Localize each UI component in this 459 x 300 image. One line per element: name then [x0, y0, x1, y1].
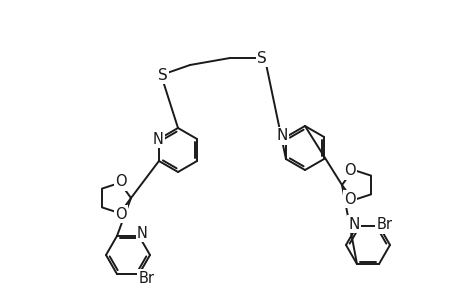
- Text: N: N: [276, 128, 287, 143]
- Text: O: O: [115, 174, 127, 189]
- Text: Br: Br: [138, 271, 154, 286]
- Text: Br: Br: [375, 217, 392, 232]
- Text: N: N: [137, 226, 148, 241]
- Text: N: N: [347, 217, 359, 232]
- Text: O: O: [115, 207, 127, 222]
- Text: O: O: [343, 163, 355, 178]
- Text: S: S: [158, 68, 168, 82]
- Text: O: O: [343, 192, 355, 207]
- Text: N: N: [152, 131, 163, 146]
- Text: S: S: [257, 50, 266, 65]
